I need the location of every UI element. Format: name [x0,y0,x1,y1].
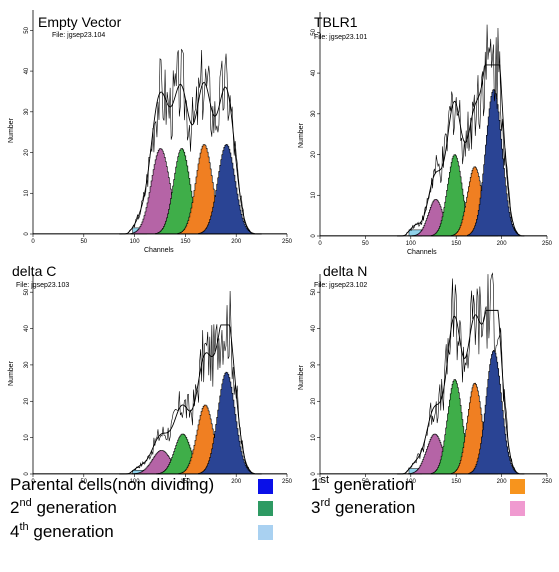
y-axis-label: Number [298,123,305,148]
x-tick-label: 200 [231,479,242,485]
x-tick-label: 0 [31,479,35,485]
y-tick-label: 40 [24,325,30,332]
y-tick-label: 10 [311,434,317,441]
x-tick-label: 150 [451,241,462,247]
x-tick-label: 250 [542,241,553,247]
y-tick-label: 50 [311,288,317,295]
legend-swatch-third [510,501,525,516]
chart-subtitle: File: jgsep23.103 [16,282,70,289]
raw-histogram-trace [119,48,262,235]
x-tick-label: 0 [318,241,322,247]
fitted-envelope-line [397,64,525,237]
x-tick-label: 100 [130,479,141,485]
chart-panel-delta-n: 0 50 100 150 200 250 0 10 20 30 40 50 delta N File:… [290,256,559,485]
chart-subtitle: File: jgsep23.101 [314,34,368,41]
y-tick-label: 40 [24,67,30,74]
x-tick-label: 50 [80,479,87,485]
raw-histogram-trace [397,272,525,475]
y-tick-label: 10 [311,191,317,198]
x-axis-label: Channels [407,249,437,256]
x-tick-label: 100 [130,239,141,245]
chart-title: delta C [12,263,57,279]
y-tick-label: 20 [24,397,30,404]
x-tick-label: 150 [180,479,191,485]
raw-histogram-trace [119,290,262,475]
x-tick-label: 250 [282,479,293,485]
chart-panel-tblr1: 0 50 100 150 200 250 0 10 20 30 40 50 TBLR1 File: j… [290,0,559,262]
x-tick-label: 200 [231,239,242,245]
fitted-envelope-line [119,81,262,235]
peak-parental-cells [198,144,255,235]
x-tick-label: 0 [318,479,322,485]
chart-subtitle: File: jgsep23.102 [314,282,368,289]
y-tick-label: 50 [311,28,317,35]
y-axis-label: Number [8,118,15,143]
x-tick-label: 250 [542,479,553,485]
legend: Parental cells(non dividing) 1st generat… [0,470,559,572]
legend-item-fourth: 4th generation [10,521,114,542]
y-tick-label: 10 [24,189,30,196]
legend-swatch-fourth [258,525,273,540]
y-tick-label: 40 [311,69,317,76]
chart-title: delta N [323,263,368,279]
y-axis-label: Number [8,361,15,386]
legend-label-first: generation [329,475,415,494]
legend-swatch-first [510,479,525,494]
y-tick-label: 0 [24,232,30,236]
legend-label-fourth: generation [28,522,114,541]
chart-title: TBLR1 [314,14,358,30]
y-tick-label: 20 [311,397,317,404]
x-tick-label: 200 [497,479,508,485]
legend-item-third: 3rd generation [311,497,416,518]
legend-label-second: generation [31,498,117,517]
chart-subtitle: File: jgsep23.104 [52,32,106,39]
y-tick-label: 30 [311,361,317,368]
fitted-envelope-line [119,324,262,475]
chart-title: Empty Vector [38,14,122,30]
chart-plot: 0 50 100 150 200 250 0 10 20 30 40 50 [311,272,553,485]
x-axis-label: Channels [144,247,174,254]
legend-item-parental: Parental cells(non dividing) [10,475,214,495]
chart-panel-empty-vector: 0 50 100 150 200 250 0 10 20 30 40 50 Empty Vector … [0,0,293,262]
y-tick-label: 50 [24,288,30,295]
legend-label-third: generation [330,498,416,517]
x-tick-label: 100 [406,241,417,247]
x-tick-label: 50 [362,479,369,485]
x-tick-label: 150 [180,239,191,245]
peak-parental-cells [466,89,521,237]
legend-swatch-second [258,501,273,516]
x-tick-label: 0 [31,239,35,245]
legend-item-second: 2nd generation [10,497,117,518]
fitted-envelope-line [397,309,525,475]
chart-panel-delta-c: 0 50 100 150 200 250 0 10 20 30 40 50 delta C File:… [0,256,293,485]
x-tick-label: 50 [80,239,87,245]
y-tick-label: 30 [24,361,30,368]
y-tick-label: 20 [311,151,317,158]
x-tick-label: 200 [497,241,508,247]
legend-item-first: 1st generation [311,474,415,495]
x-tick-label: 50 [362,241,369,247]
x-tick-label: 150 [451,479,462,485]
x-tick-label: 250 [282,239,293,245]
y-tick-label: 40 [311,325,317,332]
chart-plot: 0 50 100 150 200 250 0 10 20 30 40 50 [311,12,553,247]
peak-parental-cells [198,371,255,475]
y-tick-label: 10 [24,434,30,441]
y-tick-label: 0 [311,234,317,238]
y-tick-label: 20 [24,149,30,156]
chart-plot: 0 50 100 150 200 250 0 10 20 30 40 50 [24,10,293,245]
legend-swatch-parental [258,479,273,494]
x-tick-label: 100 [406,479,417,485]
y-axis-label: Number [298,365,305,390]
y-tick-label: 30 [24,108,30,115]
chart-plot: 0 50 100 150 200 250 0 10 20 30 40 50 [24,274,293,485]
y-tick-label: 0 [311,472,317,476]
legend-label-parental: Parental cells(non dividing) [10,475,215,494]
y-tick-label: 0 [24,472,30,476]
y-tick-label: 50 [24,26,30,33]
y-tick-label: 30 [311,110,317,117]
